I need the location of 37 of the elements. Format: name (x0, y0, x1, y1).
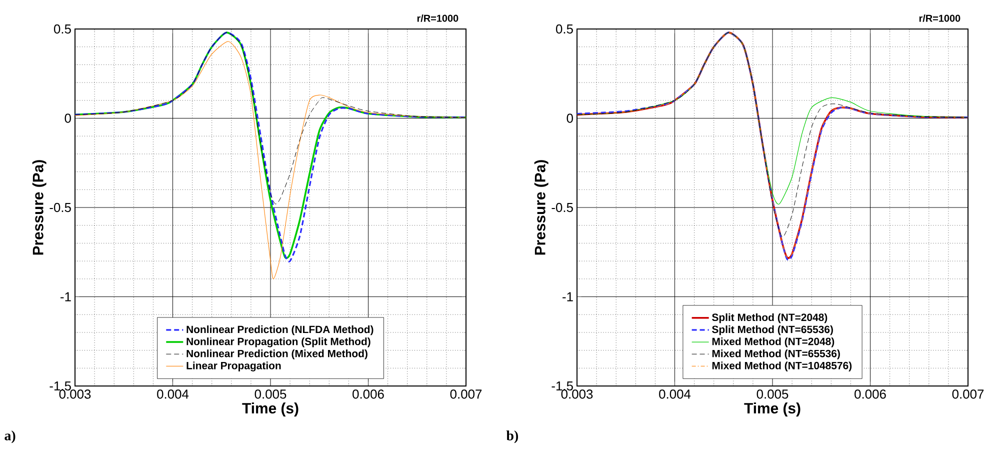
x-tick-label: 0.003 (59, 390, 91, 399)
x-tick-label: 0.005 (756, 390, 788, 399)
x-tick-label: 0.004 (659, 390, 691, 399)
legend-label: Mixed Method (NT=1048576) (712, 362, 852, 372)
x-tick-label: 0.004 (157, 390, 189, 399)
legend-label: Split Method (NT=2048) (712, 313, 828, 324)
x-axis-title: Time (s) (744, 402, 800, 416)
y-tick-label: -0.5 (552, 202, 573, 212)
x-tick-label: 0.007 (450, 390, 482, 399)
x-tick-label: 0.007 (952, 390, 984, 399)
y-tick-label: -1 (60, 292, 71, 302)
legend-label: Split Method (NT=65536) (712, 325, 833, 336)
x-tick-label: 0.005 (254, 390, 286, 399)
legend-label: Linear Propagation (186, 362, 281, 372)
text: b) (506, 430, 518, 444)
y-tick-label: 0 (566, 114, 573, 123)
legend-label: Nonlinear Prediction (NLFDA Method) (186, 325, 374, 336)
y-tick-label: -0.5 (50, 202, 71, 212)
text: r/R=1000 (417, 14, 458, 22)
y-tick-label: -1 (562, 292, 573, 302)
y-axis-title: Pressure (Pa) (32, 160, 46, 255)
x-tick-label: 0.006 (352, 390, 384, 399)
legend-label: Nonlinear Propagation (Split Method) (186, 337, 370, 348)
legend-label: Mixed Method (NT=65536) (712, 350, 840, 360)
text: a) (4, 430, 16, 444)
y-tick-label: 0 (64, 114, 71, 123)
y-tick-label: -1.5 (552, 381, 573, 391)
legend-label: Nonlinear Prediction (Mixed Method) (186, 350, 368, 360)
text: r/R=1000 (919, 14, 960, 22)
y-tick-label: -1.5 (50, 381, 71, 391)
y-tick-label: 0.5 (54, 24, 71, 34)
x-tick-label: 0.006 (854, 390, 886, 399)
y-axis-title: Pressure (Pa) (534, 160, 548, 255)
legend-label: Mixed Method (NT=2048) (712, 337, 834, 348)
x-axis-title: Time (s) (242, 402, 298, 416)
y-tick-label: 0.5 (556, 24, 573, 34)
x-tick-label: 0.003 (561, 390, 593, 399)
